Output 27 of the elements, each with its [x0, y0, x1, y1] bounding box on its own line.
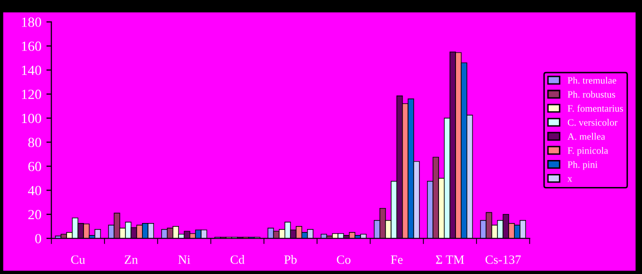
legend-label: F. fomentarius [568, 104, 623, 112]
legend-label: Ph. robustus [568, 90, 616, 98]
y-tick-label: 160 [22, 42, 42, 51]
x-tick-label: Ni [178, 255, 190, 264]
x-tick-label: Co [336, 255, 350, 264]
y-tick-label: 140 [22, 66, 42, 75]
legend-label: Ph. tremulae [568, 76, 616, 84]
y-tick-label: 180 [22, 18, 42, 27]
legend-label: A. mellea [568, 132, 606, 140]
legend-label: C. versicolor [568, 118, 618, 126]
y-tick-label: 80 [28, 138, 42, 148]
x-tick-label: Σ TM [436, 256, 464, 264]
x-tick-label: Cu [71, 255, 86, 264]
y-tick-label: 40 [28, 186, 42, 196]
x-tick-label: Pb [284, 255, 297, 264]
legend-label: Ph. pini [568, 160, 598, 170]
x-tick-label: Zn [124, 256, 138, 264]
x-tick-label: Cd [230, 255, 245, 264]
x-tick-label: Cs-137 [486, 255, 521, 264]
x-tick-label: Fe [390, 256, 403, 264]
y-tick-label: 120 [22, 90, 42, 100]
y-tick-label: 60 [28, 162, 42, 172]
y-tick-label: 20 [28, 210, 42, 220]
y-tick-label: 0 [35, 234, 42, 244]
y-tick-label: 100 [22, 114, 42, 124]
legend-label: x [567, 177, 572, 182]
legend-label: F. pinicola [568, 146, 608, 156]
